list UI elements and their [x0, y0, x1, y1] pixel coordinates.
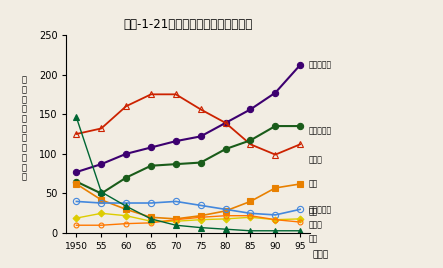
Text: 結核: 結核: [308, 234, 318, 243]
Text: 死
亡
率
（
人
口
一
〇
万
対
）: 死 亡 率 （ 人 口 一 〇 万 対 ）: [22, 76, 27, 182]
Title: 第１-1-21図　死因別の死亡率の推移: 第１-1-21図 死因別の死亡率の推移: [124, 18, 253, 31]
Text: 自殺: 自殺: [308, 207, 318, 217]
Text: （年）: （年）: [313, 251, 329, 260]
Text: 脳血管疾患: 脳血管疾患: [308, 126, 332, 135]
Text: 肌炎: 肌炎: [308, 180, 318, 188]
Text: 不慮の事故: 不慮の事故: [308, 205, 332, 214]
Text: 肝疾患: 肝疾患: [308, 221, 323, 230]
Text: 心疾患: 心疾患: [308, 155, 323, 164]
Text: 悪性新生物: 悪性新生物: [308, 61, 332, 69]
